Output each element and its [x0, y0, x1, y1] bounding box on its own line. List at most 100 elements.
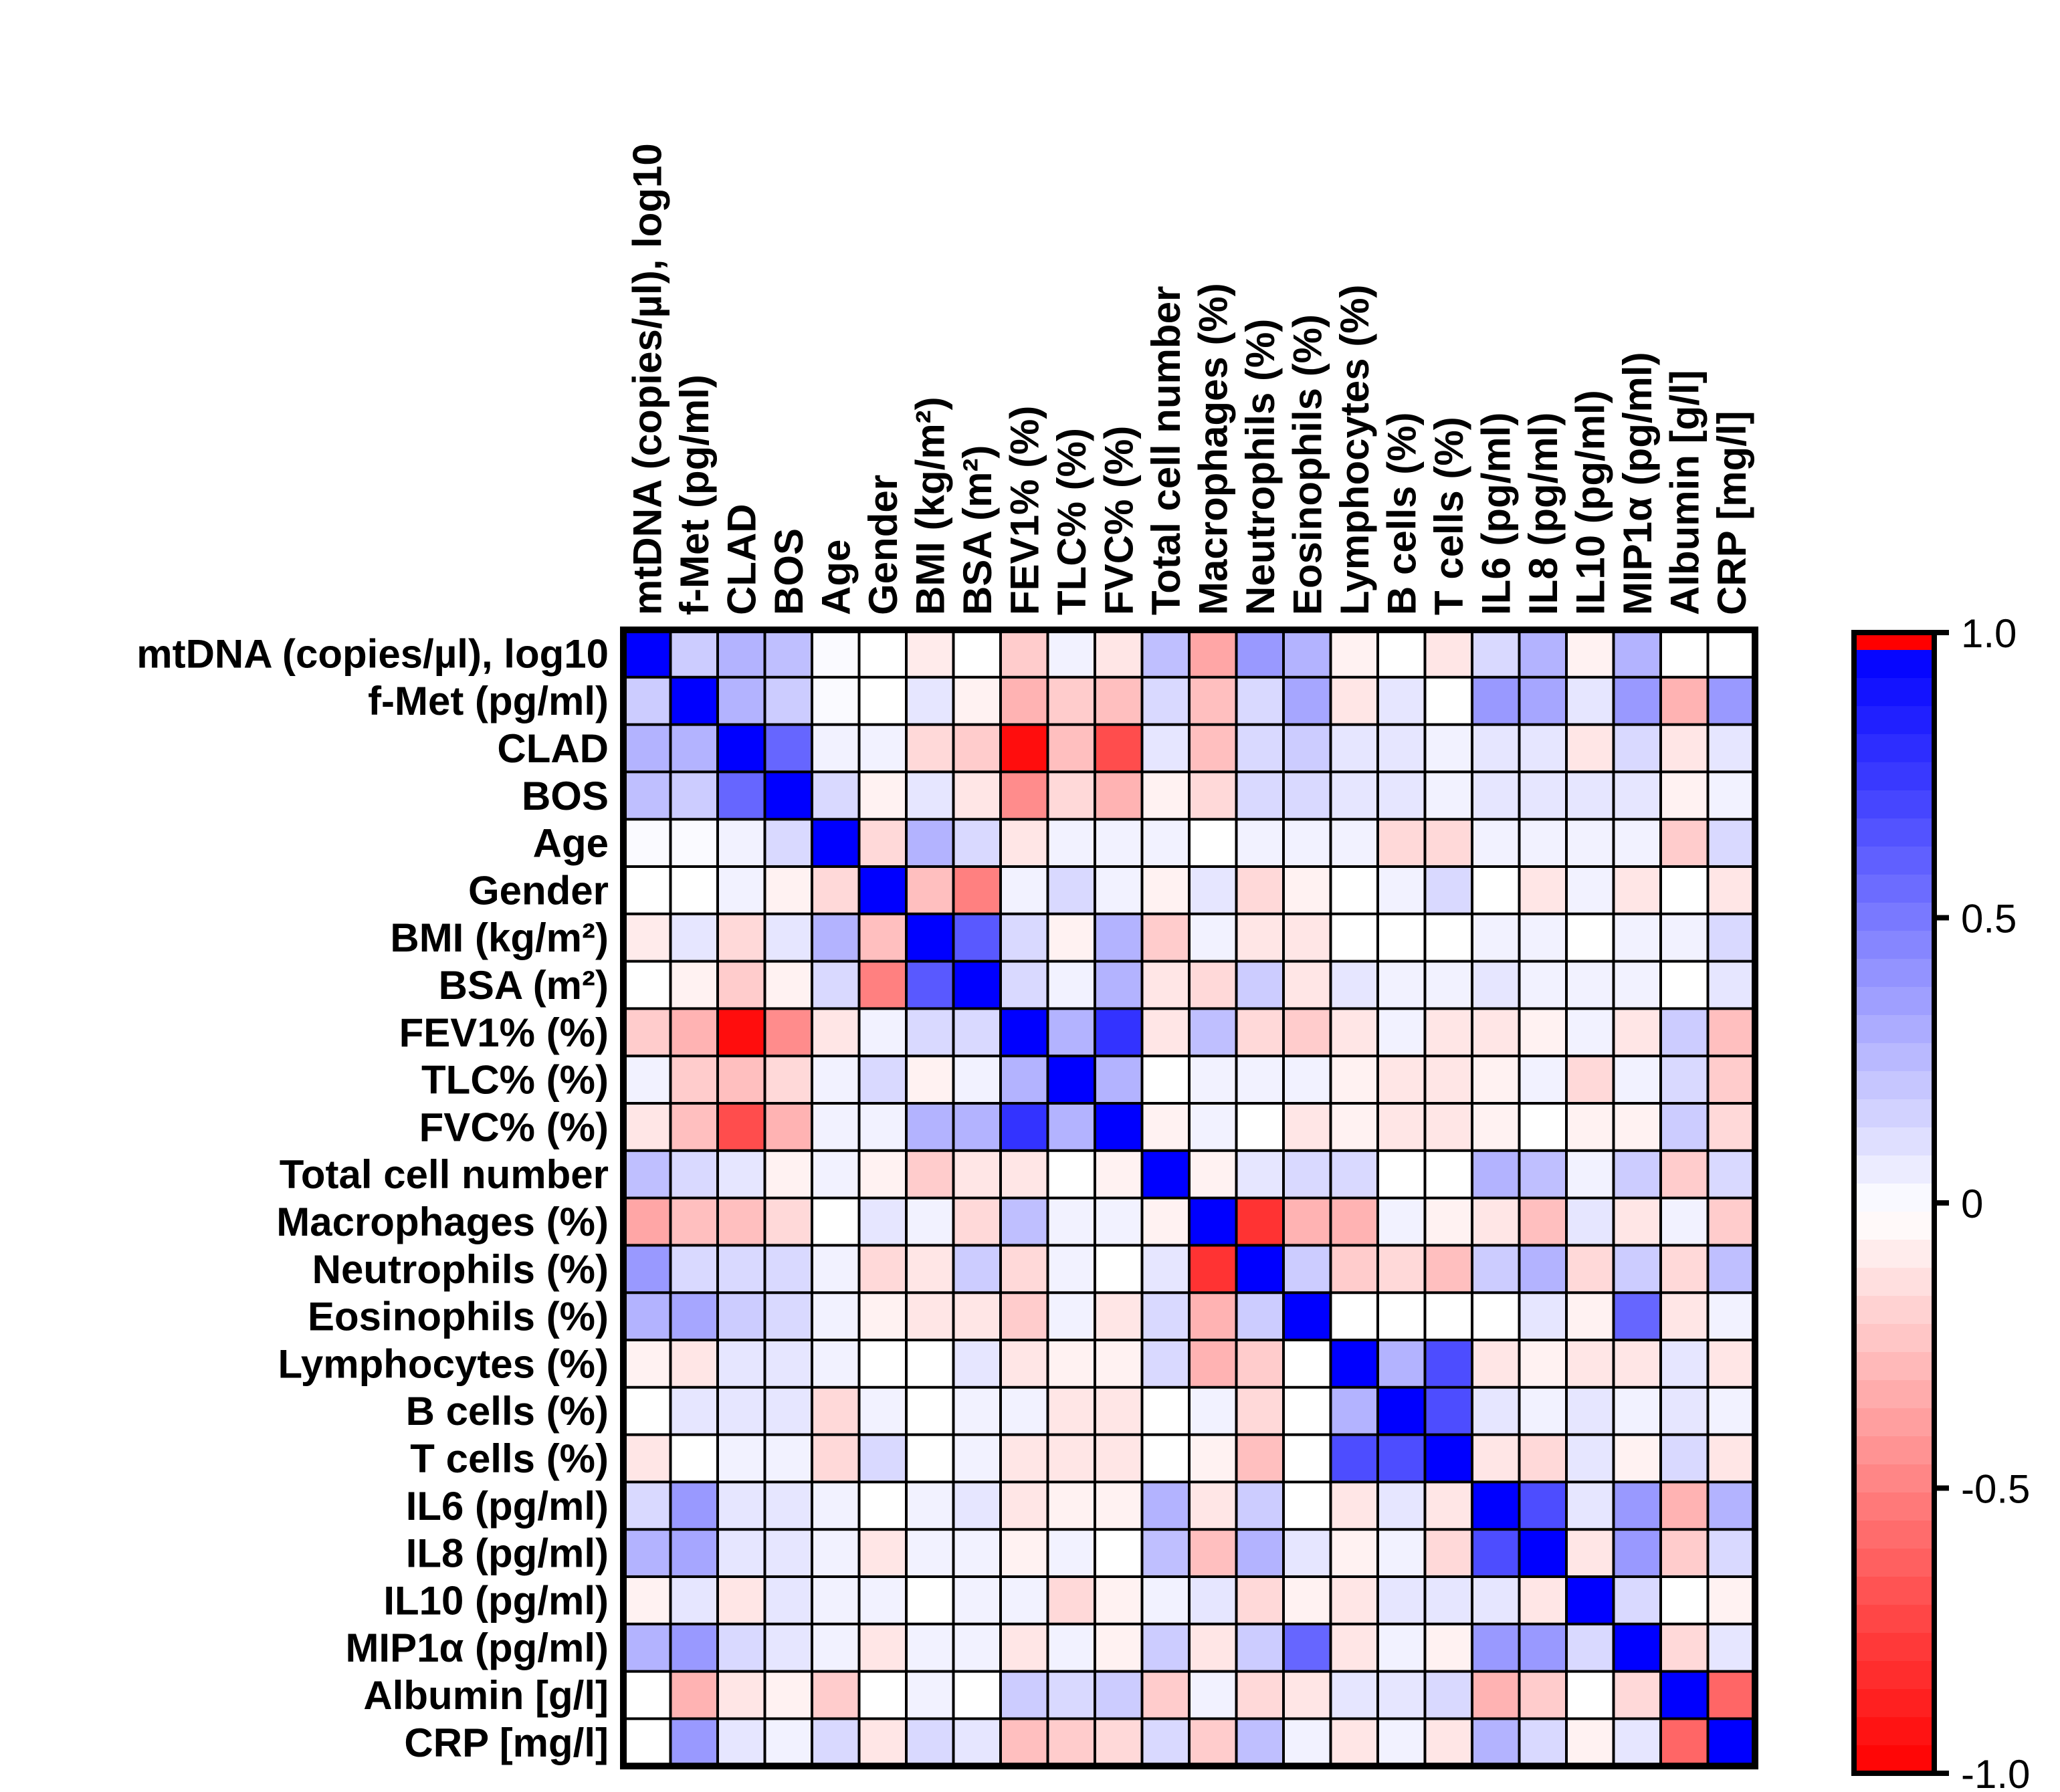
heatmap-cell	[859, 1056, 907, 1104]
heatmap-cell	[1142, 1577, 1190, 1625]
heatmap-cell	[1330, 1434, 1378, 1482]
row-label: Gender	[468, 868, 609, 913]
heatmap-cell	[1236, 1293, 1284, 1341]
heatmap-cell	[1047, 1482, 1096, 1530]
heatmap-cell	[1330, 1056, 1378, 1104]
heatmap-cell	[670, 724, 718, 772]
heatmap-cell	[1142, 772, 1190, 820]
heatmap-cell	[1708, 772, 1756, 820]
heatmap-cell	[670, 1623, 718, 1672]
heatmap-cell	[953, 1103, 1001, 1151]
heatmap-cell	[1047, 1056, 1096, 1104]
colorbar-swatch	[1854, 1577, 1934, 1605]
heatmap-cell	[718, 772, 766, 820]
heatmap-cell	[1661, 1056, 1709, 1104]
heatmap-cell	[1472, 724, 1520, 772]
heatmap-cell	[1095, 1718, 1143, 1767]
colorbar-swatch	[1854, 650, 1934, 679]
heatmap-cell	[1142, 1482, 1190, 1530]
heatmap-cell	[1613, 1623, 1661, 1672]
heatmap-cell	[859, 913, 907, 962]
heatmap-cell	[906, 1008, 954, 1056]
heatmap-cell	[1425, 772, 1473, 820]
heatmap-cell	[1001, 1245, 1049, 1293]
heatmap-cell	[718, 819, 766, 867]
heatmap-cell	[623, 677, 672, 725]
heatmap-cell	[1519, 1103, 1567, 1151]
heatmap-cell	[859, 1103, 907, 1151]
heatmap-cell	[1708, 1008, 1756, 1056]
heatmap-cell	[1283, 1434, 1332, 1482]
heatmap-cell	[1236, 1529, 1284, 1577]
heatmap-cell	[1661, 1008, 1709, 1056]
colorbar-swatch	[1854, 1043, 1934, 1072]
heatmap-cell	[1047, 1718, 1096, 1767]
heatmap-cell	[1425, 1671, 1473, 1719]
heatmap-cell	[1001, 1718, 1049, 1767]
heatmap-cell	[1047, 961, 1096, 1009]
heatmap-cell	[1330, 1623, 1378, 1672]
heatmap-cell	[1047, 1008, 1096, 1056]
heatmap-cell	[1566, 724, 1615, 772]
heatmap-cell	[1330, 1198, 1378, 1246]
heatmap-cell	[1095, 1387, 1143, 1436]
heatmap-cell	[1330, 1482, 1378, 1530]
heatmap-cell	[1189, 1245, 1237, 1293]
heatmap-cell	[1283, 630, 1332, 678]
heatmap-cell	[812, 819, 860, 867]
heatmap-cell	[859, 1577, 907, 1625]
heatmap-cell	[812, 1293, 860, 1341]
heatmap-cell	[1425, 1482, 1473, 1530]
heatmap-cell	[1472, 1718, 1520, 1767]
heatmap-cell	[1378, 1671, 1426, 1719]
heatmap-cell	[812, 1150, 860, 1199]
heatmap-cell	[1708, 1482, 1756, 1530]
heatmap-cell	[1661, 1245, 1709, 1293]
heatmap-cell	[623, 1340, 672, 1388]
heatmap-cell	[812, 913, 860, 962]
heatmap-cell	[1001, 867, 1049, 915]
heatmap-cell	[1519, 1577, 1567, 1625]
column-label: BMI (kg/m²)	[908, 397, 952, 615]
heatmap-cell	[670, 1103, 718, 1151]
colorbar-swatch	[1854, 987, 1934, 1016]
heatmap-cell	[953, 961, 1001, 1009]
heatmap-cell	[859, 1198, 907, 1246]
heatmap-cell	[718, 1293, 766, 1341]
heatmap-cell	[1283, 913, 1332, 962]
colorbar-swatch	[1854, 1324, 1934, 1353]
heatmap-cell	[1708, 1293, 1756, 1341]
heatmap-cell	[1330, 1718, 1378, 1767]
column-label: IL8 (pg/ml)	[1521, 413, 1566, 615]
heatmap-cell	[812, 1671, 860, 1719]
row-label: mtDNA (copies/µl), log10	[136, 631, 609, 676]
heatmap-cell	[1472, 1671, 1520, 1719]
heatmap-cell	[906, 1482, 954, 1530]
heatmap-cell	[1236, 724, 1284, 772]
heatmap-cell	[1566, 772, 1615, 820]
heatmap-cell	[953, 1482, 1001, 1530]
heatmap-cell	[1142, 1056, 1190, 1104]
heatmap-cell	[1330, 630, 1378, 678]
heatmap-cell	[1330, 1671, 1378, 1719]
heatmap-cell	[1189, 1529, 1237, 1577]
heatmap-cell	[1095, 724, 1143, 772]
heatmap-cell	[1661, 1103, 1709, 1151]
heatmap-cell	[1425, 913, 1473, 962]
heatmap-cell	[953, 1056, 1001, 1104]
heatmap-cell	[1142, 1340, 1190, 1388]
colorbar-swatch	[1854, 1127, 1934, 1156]
row-label: Macrophages (%)	[276, 1200, 609, 1244]
heatmap-cell	[1283, 1718, 1332, 1767]
heatmap-cell	[718, 1245, 766, 1293]
heatmap-cell	[1566, 1529, 1615, 1577]
heatmap-cell	[1189, 1387, 1237, 1436]
heatmap-cell	[1236, 1718, 1284, 1767]
heatmap-cell	[906, 961, 954, 1009]
heatmap-cell	[1142, 1150, 1190, 1199]
heatmap-cell	[859, 1340, 907, 1388]
heatmap-cell	[1142, 1671, 1190, 1719]
heatmap-cell	[1519, 1529, 1567, 1577]
heatmap-cell	[1613, 867, 1661, 915]
heatmap-cell	[1189, 1623, 1237, 1672]
